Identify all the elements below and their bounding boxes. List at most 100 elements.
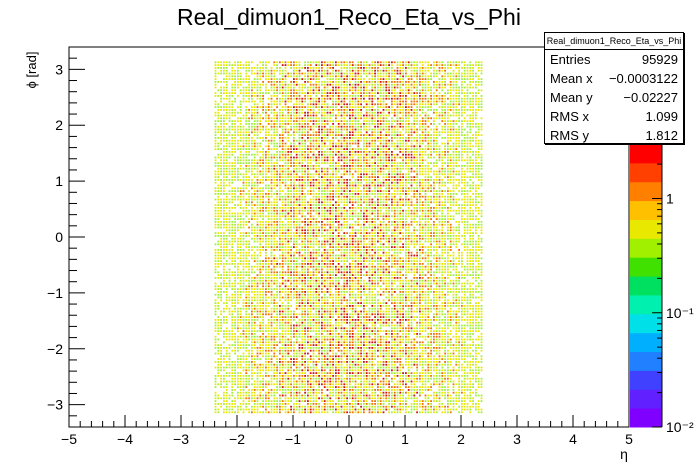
heatmap-cell	[267, 212, 270, 215]
heatmap-cell	[475, 209, 477, 212]
heatmap-cell	[410, 151, 413, 153]
heatmap-cell	[265, 114, 267, 117]
heatmap-cell	[444, 198, 446, 201]
heatmap-cell	[379, 81, 382, 83]
heatmap-cell	[435, 72, 438, 75]
heatmap-cell	[323, 109, 326, 111]
heatmap-cell	[463, 207, 466, 209]
heatmap-cell	[217, 223, 220, 226]
heatmap-cell	[399, 100, 402, 103]
heatmap-cell	[220, 156, 222, 159]
heatmap-cell	[463, 78, 466, 80]
heatmap-cell	[340, 114, 343, 117]
heatmap-cell	[225, 201, 228, 204]
heatmap-cell	[351, 92, 354, 94]
heatmap-cell	[309, 226, 312, 229]
heatmap-cell	[363, 95, 365, 97]
heatmap-cell	[371, 176, 374, 178]
heatmap-cell	[402, 100, 404, 103]
heatmap-cell	[461, 89, 463, 92]
heatmap-cell	[326, 120, 329, 122]
heatmap-cell	[430, 226, 432, 229]
heatmap-cell	[388, 128, 390, 131]
heatmap-cell	[427, 226, 430, 229]
heatmap-cell	[321, 151, 323, 153]
heatmap-cell	[447, 117, 449, 120]
heatmap-cell	[441, 173, 444, 176]
heatmap-cell	[360, 114, 362, 117]
heatmap-cell	[371, 64, 374, 66]
heatmap-cell	[413, 193, 416, 195]
heatmap-cell	[475, 159, 477, 162]
heatmap-cell	[421, 156, 424, 159]
heatmap-cell	[480, 128, 483, 131]
heatmap-cell	[248, 179, 250, 181]
heatmap-cell	[251, 179, 253, 181]
heatmap-cell	[396, 187, 399, 190]
heatmap-cell	[461, 212, 463, 215]
heatmap-cell	[326, 137, 329, 139]
heatmap-cell	[351, 128, 354, 131]
heatmap-cell	[279, 142, 281, 145]
heatmap-cell	[273, 89, 276, 92]
heatmap-cell	[214, 139, 217, 142]
heatmap-cell	[466, 69, 469, 72]
heatmap-cell	[279, 165, 281, 167]
heatmap-cell	[452, 215, 455, 218]
heatmap-cell	[323, 159, 326, 162]
heatmap-cell	[270, 190, 273, 192]
heatmap-cell	[273, 114, 276, 117]
heatmap-cell	[253, 190, 256, 192]
heatmap-cell	[290, 153, 292, 156]
heatmap-cell	[377, 176, 379, 178]
heatmap-cell	[424, 212, 427, 215]
heatmap-cell	[340, 78, 343, 80]
heatmap-cell	[363, 179, 365, 181]
heatmap-cell	[214, 123, 217, 125]
heatmap-cell	[461, 190, 463, 192]
heatmap-cell	[265, 209, 267, 212]
heatmap-cell	[477, 103, 480, 106]
heatmap-cell	[433, 103, 435, 106]
heatmap-cell	[405, 103, 407, 106]
heatmap-cell	[273, 223, 276, 226]
heatmap-cell	[332, 97, 334, 100]
heatmap-cell	[421, 128, 424, 131]
heatmap-cell	[279, 167, 281, 170]
heatmap-cell	[281, 92, 284, 94]
heatmap-cell	[326, 103, 329, 106]
heatmap-cell	[312, 198, 315, 201]
heatmap-cell	[262, 111, 264, 114]
heatmap-cell	[326, 134, 329, 136]
heatmap-cell	[405, 223, 407, 226]
heatmap-cell	[214, 137, 217, 139]
heatmap-cell	[293, 173, 295, 176]
heatmap-cell	[321, 95, 323, 97]
heatmap-cell	[354, 67, 357, 69]
heatmap-cell	[225, 123, 228, 125]
heatmap-cell	[396, 215, 399, 218]
heatmap-cell	[399, 134, 402, 136]
heatmap-cell	[259, 179, 262, 181]
heatmap-cell	[388, 165, 390, 167]
heatmap-cell	[413, 212, 416, 215]
heatmap-cell	[391, 215, 393, 218]
heatmap-cell	[217, 176, 220, 178]
heatmap-cell	[396, 92, 399, 94]
heatmap-cell	[363, 114, 365, 117]
heatmap-cell	[321, 170, 323, 173]
heatmap-cell	[270, 218, 273, 220]
heatmap-cell	[276, 97, 278, 100]
heatmap-cell	[360, 131, 362, 134]
heatmap-cell	[477, 167, 480, 170]
heatmap-cell	[413, 151, 416, 153]
heatmap-cell	[419, 95, 421, 97]
heatmap-cell	[298, 86, 301, 89]
heatmap-cell	[335, 207, 337, 209]
heatmap-cell	[368, 151, 371, 153]
heatmap-cell	[228, 209, 231, 212]
heatmap-cell	[382, 167, 385, 170]
heatmap-cell	[458, 75, 460, 78]
heatmap-cell	[318, 86, 320, 89]
